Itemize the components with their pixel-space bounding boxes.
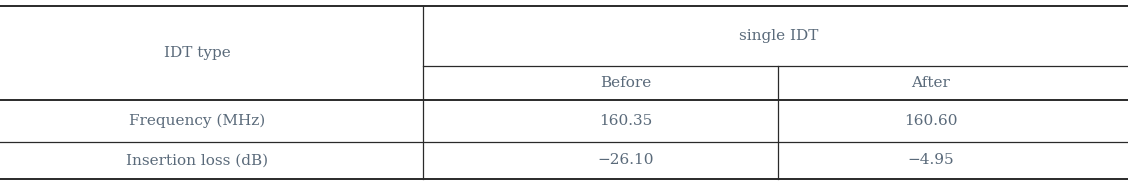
Text: Before: Before [600,76,652,90]
Text: −4.95: −4.95 [907,154,954,167]
Text: After: After [911,76,950,90]
Text: −26.10: −26.10 [598,154,654,167]
Text: IDT type: IDT type [164,46,231,60]
Text: single IDT: single IDT [739,29,818,43]
Text: 160.35: 160.35 [599,114,653,128]
Text: 160.60: 160.60 [904,114,958,128]
Text: Frequency (MHz): Frequency (MHz) [130,114,265,128]
Text: Insertion loss (dB): Insertion loss (dB) [126,154,268,167]
